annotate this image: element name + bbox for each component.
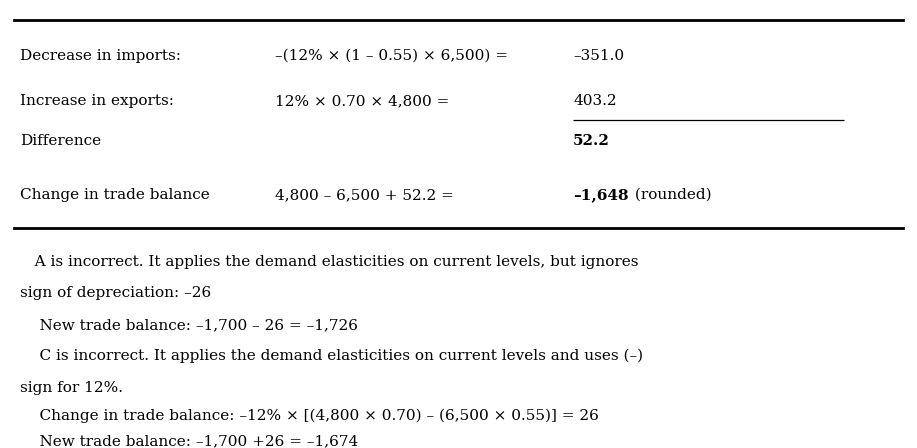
Text: Change in trade balance: –12% × [(4,800 × 0.70) – (6,500 × 0.55)] = 26: Change in trade balance: –12% × [(4,800 … bbox=[20, 409, 599, 423]
Text: 403.2: 403.2 bbox=[573, 94, 617, 108]
Text: (rounded): (rounded) bbox=[630, 188, 712, 202]
Text: Increase in exports:: Increase in exports: bbox=[20, 94, 174, 108]
Text: –1,648: –1,648 bbox=[573, 188, 629, 202]
Text: New trade balance: –1,700 +26 = –1,674: New trade balance: –1,700 +26 = –1,674 bbox=[20, 434, 359, 448]
Text: sign of depreciation: –26: sign of depreciation: –26 bbox=[20, 286, 212, 301]
Text: New trade balance: –1,700 – 26 = –1,726: New trade balance: –1,700 – 26 = –1,726 bbox=[20, 318, 359, 332]
Text: sign for 12%.: sign for 12%. bbox=[20, 380, 123, 395]
Text: C is incorrect. It applies the demand elasticities on current levels and uses (–: C is incorrect. It applies the demand el… bbox=[20, 349, 644, 363]
Text: 52.2: 52.2 bbox=[573, 134, 610, 148]
Text: Difference: Difference bbox=[20, 134, 101, 148]
Text: 12% × 0.70 × 4,800 =: 12% × 0.70 × 4,800 = bbox=[275, 94, 449, 108]
Text: A is incorrect. It applies the demand elasticities on current levels, but ignore: A is incorrect. It applies the demand el… bbox=[20, 255, 638, 269]
Text: Decrease in imports:: Decrease in imports: bbox=[20, 49, 182, 63]
Text: 4,800 – 6,500 + 52.2 =: 4,800 – 6,500 + 52.2 = bbox=[275, 188, 454, 202]
Text: –(12% × (1 – 0.55) × 6,500) =: –(12% × (1 – 0.55) × 6,500) = bbox=[275, 49, 508, 63]
Text: Change in trade balance: Change in trade balance bbox=[20, 188, 210, 202]
Text: –351.0: –351.0 bbox=[573, 49, 624, 63]
